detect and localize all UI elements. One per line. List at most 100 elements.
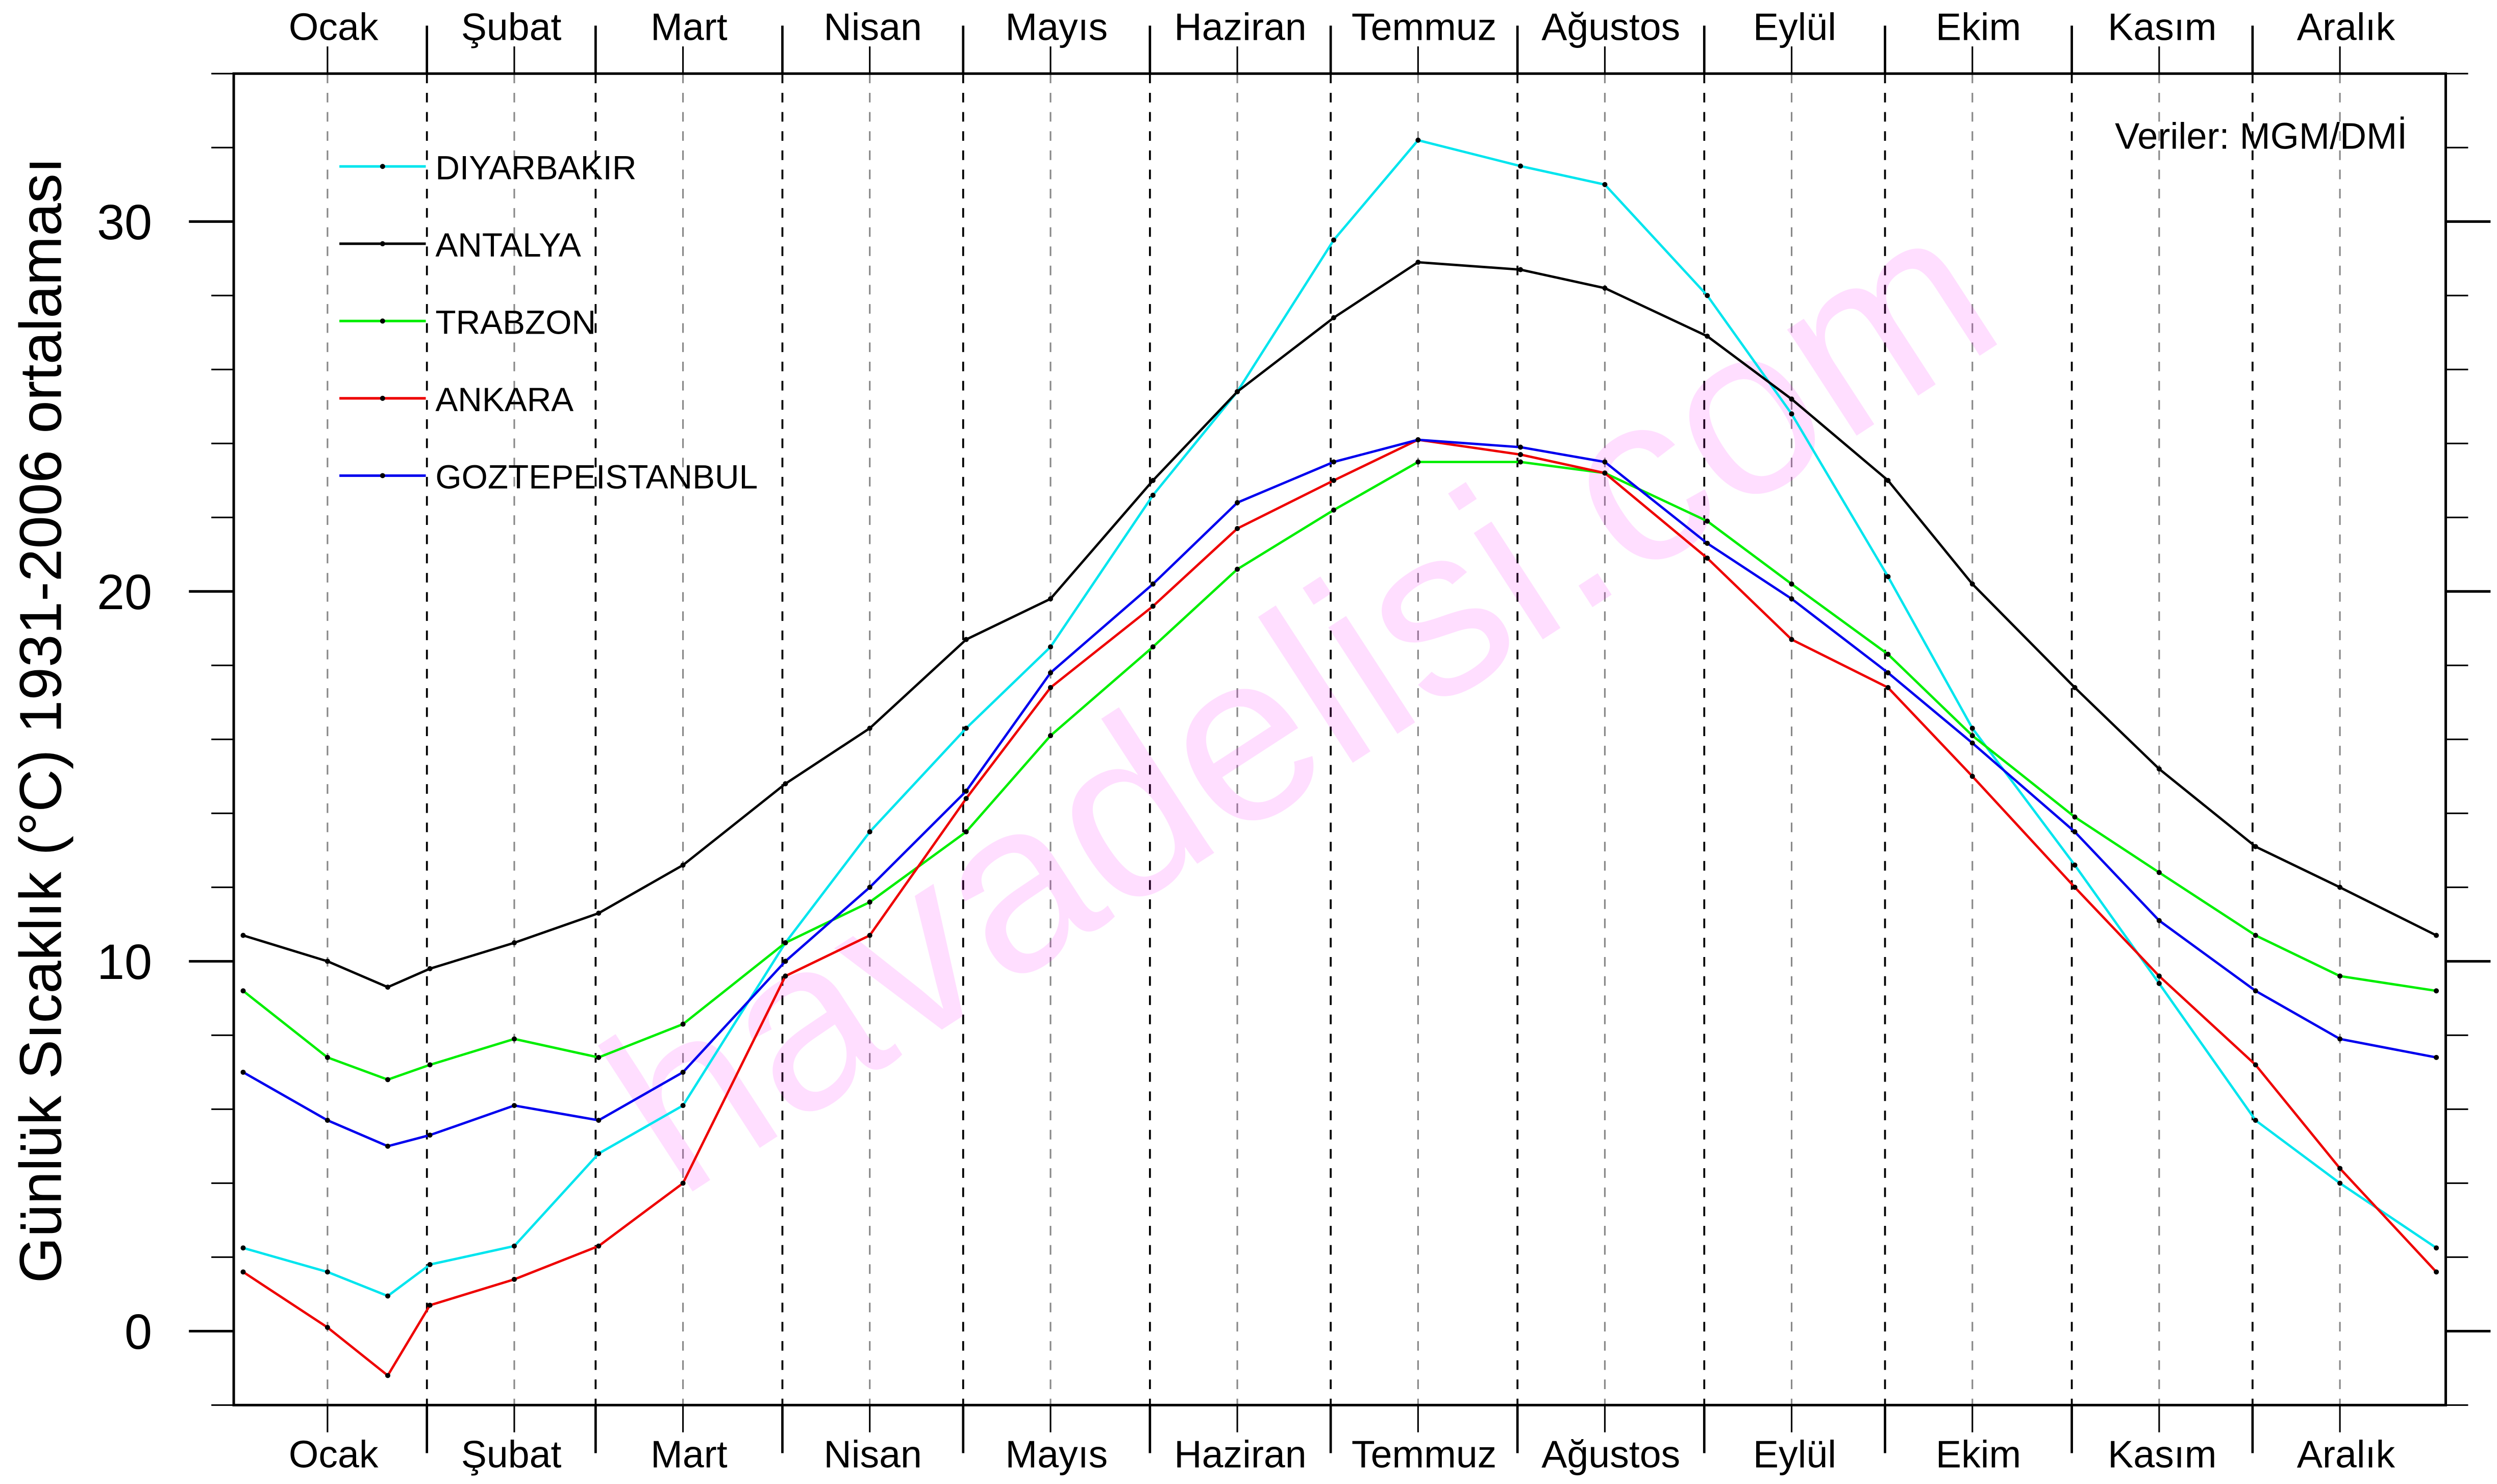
source-annotation: Veriler: MGM/DMİ <box>2115 116 2407 157</box>
data-point <box>1602 470 1608 476</box>
data-point <box>324 1325 330 1330</box>
data-point <box>2072 685 2078 690</box>
data-point <box>1885 477 1891 483</box>
data-point <box>1518 452 1524 458</box>
data-point <box>240 1069 246 1075</box>
data-point <box>2072 814 2078 820</box>
data-point <box>385 1373 390 1378</box>
series-line <box>242 461 2437 1081</box>
data-point <box>324 959 330 964</box>
data-point <box>596 1054 602 1060</box>
data-point <box>2337 1036 2343 1042</box>
legend-marker <box>380 395 385 401</box>
data-point <box>1885 685 1891 690</box>
axes: Ocak Ocak Şubat Şubat Mart Mart Nisan Nisan Mayı… <box>97 5 2491 1476</box>
data-point <box>511 1276 517 1282</box>
data-point <box>1150 644 1156 650</box>
series-line <box>242 139 2437 1297</box>
data-point <box>1331 507 1337 513</box>
data-point <box>1150 603 1156 609</box>
legend-label: GOZTEPEISTANBUL <box>435 458 758 495</box>
data-point <box>596 1118 602 1123</box>
data-point <box>2434 988 2439 994</box>
month-label-bottom: Şubat <box>461 1433 562 1476</box>
legend-item: ANKARA <box>339 381 573 418</box>
data-point <box>680 1103 686 1109</box>
data-point <box>240 1245 246 1251</box>
data-point <box>1969 725 1975 731</box>
data-point <box>2337 1180 2343 1186</box>
data-point <box>511 1243 517 1249</box>
data-point <box>1602 459 1608 465</box>
data-point <box>1705 293 1710 298</box>
data-point <box>1969 581 1975 587</box>
watermark: havadelisi.com <box>560 154 2038 1243</box>
data-point <box>240 933 246 938</box>
data-point <box>1047 733 1053 739</box>
data-point <box>783 959 788 964</box>
data-point <box>324 1269 330 1275</box>
data-point <box>427 1133 433 1138</box>
data-point <box>2156 870 2162 875</box>
data-point <box>1415 260 1421 265</box>
data-point <box>1518 459 1524 465</box>
data-point <box>1235 500 1240 506</box>
data-point <box>2253 933 2258 938</box>
month-label-bottom: Ocak <box>289 1433 379 1476</box>
y-tick-label: 0 <box>124 1304 152 1360</box>
data-point <box>1415 437 1421 443</box>
data-point <box>2072 885 2078 890</box>
month-label-top: Ocak <box>289 5 379 48</box>
month-label-top: Aralık <box>2297 5 2395 48</box>
data-point <box>596 1151 602 1156</box>
month-label-top: Kasım <box>2108 5 2216 48</box>
data-point <box>1047 685 1053 690</box>
legend-marker <box>380 473 385 479</box>
data-point <box>680 1180 686 1186</box>
data-point <box>511 1103 517 1109</box>
series-ankara <box>240 437 2439 1378</box>
data-point <box>783 781 788 787</box>
month-label-bottom: Kasım <box>2108 1433 2216 1476</box>
series-lines <box>240 137 2439 1378</box>
month-label-top: Haziran <box>1174 5 1306 48</box>
month-label-bottom: Nisan <box>823 1433 921 1476</box>
data-point <box>385 985 390 990</box>
series-line <box>242 438 2437 1148</box>
data-point <box>1602 285 1608 291</box>
data-point <box>1969 773 1975 779</box>
y-tick-label: 30 <box>97 194 152 250</box>
data-point <box>1150 581 1156 587</box>
data-point <box>2072 829 2078 835</box>
data-point <box>427 1062 433 1068</box>
data-point <box>240 988 246 994</box>
data-point <box>867 885 872 890</box>
data-point <box>596 1243 602 1249</box>
data-point <box>1415 137 1421 143</box>
data-point <box>385 1143 390 1149</box>
data-point <box>1518 444 1524 450</box>
data-point <box>1602 182 1608 187</box>
legend-marker <box>380 318 385 324</box>
legend-marker <box>380 241 385 246</box>
data-point <box>963 725 969 731</box>
data-point <box>1705 518 1710 524</box>
data-point <box>1789 637 1794 642</box>
data-point <box>867 829 872 835</box>
legend-label: DIYARBAKIR <box>435 148 636 186</box>
data-point <box>427 966 433 971</box>
data-point <box>1885 574 1891 580</box>
data-point <box>867 899 872 905</box>
month-label-top: Şubat <box>461 5 562 48</box>
data-point <box>1331 477 1337 483</box>
month-label-top: Ağustos <box>1541 5 1680 48</box>
data-point <box>1518 163 1524 169</box>
series-line <box>242 438 2437 1377</box>
data-point <box>1969 733 1975 739</box>
data-point <box>511 1036 517 1042</box>
data-point <box>867 933 872 938</box>
data-point <box>867 725 872 731</box>
data-point <box>783 940 788 946</box>
data-point <box>783 973 788 979</box>
